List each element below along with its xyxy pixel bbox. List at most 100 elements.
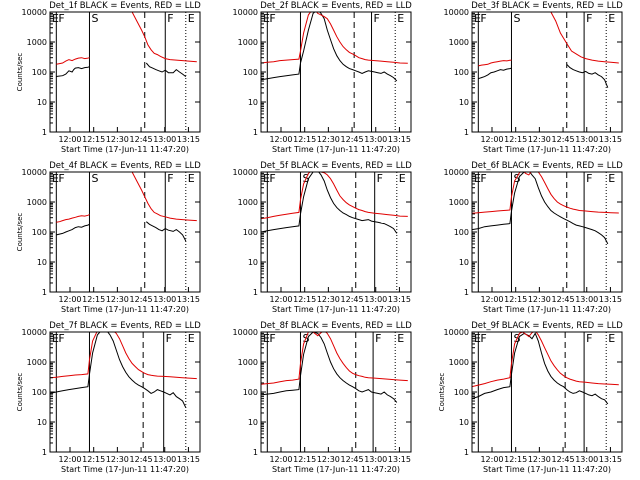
x-tick-label: 13:00 bbox=[153, 295, 176, 304]
x-tick-label: 12:45 bbox=[341, 295, 364, 304]
x-tick-label: 12:00 bbox=[58, 295, 81, 304]
marker-label: F bbox=[269, 172, 275, 185]
chart-title: Det_2f BLACK = Events, RED = LLD bbox=[260, 1, 412, 11]
x-tick-label: 12:00 bbox=[58, 135, 81, 144]
series-group bbox=[56, 12, 197, 78]
x-tick-label: 12:15 bbox=[82, 455, 105, 464]
x-tick-label: 13:15 bbox=[599, 295, 622, 304]
series-line-lld-1 bbox=[261, 12, 408, 64]
series-line-events-1 bbox=[56, 223, 90, 236]
y-tick-label: 10000 bbox=[22, 328, 47, 337]
x-tick-label: 12:00 bbox=[269, 295, 292, 304]
y-tick-label: 10 bbox=[459, 98, 469, 107]
marker-label: E bbox=[397, 12, 404, 25]
y-tick-label: 100 bbox=[454, 228, 469, 237]
y-tick-label: 1 bbox=[42, 448, 47, 457]
y-tick-label: 1000 bbox=[27, 38, 47, 47]
y-tick-label: 10000 bbox=[233, 168, 258, 177]
x-axis-label: Start Time (17-Jun-11 11:47:20) bbox=[272, 465, 400, 474]
marker-label: E bbox=[188, 172, 195, 185]
x-axis-label: Start Time (17-Jun-11 11:47:20) bbox=[483, 465, 611, 474]
x-tick-label: 12:00 bbox=[58, 455, 81, 464]
marker-label: F bbox=[480, 332, 486, 345]
x-tick-label: 12:30 bbox=[106, 455, 129, 464]
x-tick-label: 13:15 bbox=[388, 455, 411, 464]
marker-label: S bbox=[513, 12, 520, 25]
marker-label: E bbox=[608, 12, 615, 25]
y-tick-label: 1 bbox=[253, 288, 258, 297]
x-tick-label: 13:00 bbox=[364, 295, 387, 304]
x-axis-label: Start Time (17-Jun-11 11:47:20) bbox=[272, 145, 400, 154]
series-line-lld-1 bbox=[56, 57, 90, 65]
x-tick-label: 12:30 bbox=[528, 135, 551, 144]
x-tick-label: 13:00 bbox=[575, 135, 598, 144]
y-tick-label: 100 bbox=[243, 68, 258, 77]
y-tick-label: 10 bbox=[37, 98, 47, 107]
x-tick-label: 12:30 bbox=[106, 295, 129, 304]
chart-title: Det_4f BLACK = Events, RED = LLD bbox=[49, 161, 201, 171]
marker-label: S bbox=[513, 172, 520, 185]
series-group bbox=[261, 172, 408, 234]
y-tick-label: 10 bbox=[37, 258, 47, 267]
series-line-events-1 bbox=[472, 172, 609, 245]
series-group bbox=[56, 172, 197, 242]
x-tick-label: 13:00 bbox=[153, 135, 176, 144]
x-tick-label: 12:30 bbox=[317, 455, 340, 464]
y-tick-label: 1 bbox=[464, 448, 469, 457]
y-tick-label: 1000 bbox=[27, 198, 47, 207]
y-tick-label: 100 bbox=[243, 228, 258, 237]
series-line-events-2 bbox=[566, 63, 609, 88]
marker-label: F bbox=[377, 172, 383, 185]
marker-label: F bbox=[58, 332, 64, 345]
series-line-events-2 bbox=[145, 62, 187, 77]
marker-label: E bbox=[399, 172, 406, 185]
marker-label: E bbox=[474, 12, 481, 25]
series-group bbox=[478, 12, 619, 88]
series-line-events-2 bbox=[145, 221, 187, 242]
marker-label: E bbox=[397, 332, 404, 345]
y-tick-label: 1000 bbox=[449, 38, 469, 47]
series-line-events-1 bbox=[50, 332, 187, 408]
x-axis-label: Start Time (17-Jun-11 11:47:20) bbox=[61, 305, 189, 314]
x-tick-label: 13:00 bbox=[153, 455, 176, 464]
series-line-events-1 bbox=[261, 172, 398, 234]
marker-label: F bbox=[167, 172, 173, 185]
x-tick-label: 13:15 bbox=[599, 455, 622, 464]
marker-label: F bbox=[167, 12, 173, 25]
x-tick-label: 12:15 bbox=[82, 295, 105, 304]
plot-frame bbox=[471, 331, 623, 453]
y-tick-label: 10 bbox=[459, 418, 469, 427]
marker-label: F bbox=[58, 12, 64, 25]
plot-frame bbox=[49, 171, 201, 293]
y-tick-label: 10000 bbox=[444, 168, 469, 177]
series-line-lld-1 bbox=[472, 172, 619, 214]
x-tick-label: 13:00 bbox=[364, 455, 387, 464]
x-tick-label: 12:45 bbox=[552, 455, 575, 464]
x-tick-label: 13:15 bbox=[599, 135, 622, 144]
x-tick-label: 12:45 bbox=[552, 135, 575, 144]
series-line-lld-1 bbox=[56, 214, 90, 223]
marker-label: E bbox=[608, 172, 615, 185]
marker-label: F bbox=[166, 332, 172, 345]
marker-label: E bbox=[263, 12, 270, 25]
series-line-lld-1 bbox=[478, 59, 512, 67]
marker-label: S bbox=[91, 12, 98, 25]
series-group bbox=[472, 172, 619, 245]
y-tick-label: 1 bbox=[42, 128, 47, 137]
series-group bbox=[472, 332, 619, 405]
x-tick-label: 12:30 bbox=[317, 295, 340, 304]
x-tick-label: 12:15 bbox=[504, 455, 527, 464]
x-tick-label: 12:45 bbox=[341, 455, 364, 464]
marker-label: F bbox=[480, 12, 486, 25]
x-tick-label: 12:15 bbox=[293, 135, 316, 144]
x-tick-label: 12:00 bbox=[480, 455, 503, 464]
x-tick-label: 12:30 bbox=[106, 135, 129, 144]
y-tick-label: 1 bbox=[253, 448, 258, 457]
y-tick-label: 100 bbox=[454, 68, 469, 77]
y-tick-label: 1 bbox=[42, 288, 47, 297]
series-group bbox=[261, 332, 408, 403]
y-tick-label: 100 bbox=[32, 388, 47, 397]
y-tick-label: 10 bbox=[248, 258, 258, 267]
